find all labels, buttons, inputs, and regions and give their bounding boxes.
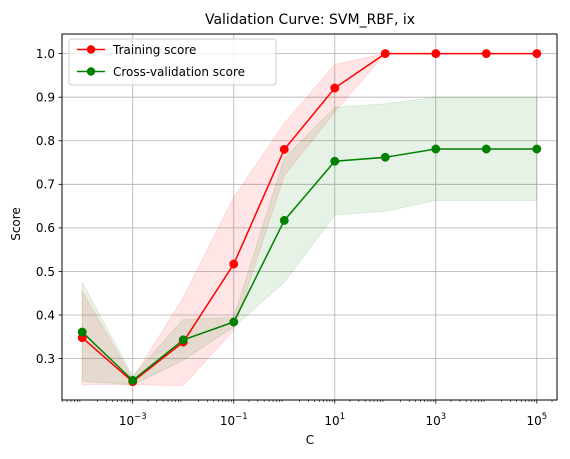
x-tick-label: 10−1 [220, 412, 248, 428]
series-point-1 [128, 375, 138, 385]
plot-frame [61, 33, 558, 401]
series-point-1 [279, 216, 289, 225]
x-axis-ticks: 10−3 10−1 101 103 105 [61, 400, 553, 428]
legend-marker-0 [86, 45, 96, 54]
y-tick-label: 0.7 [36, 178, 55, 192]
y-tick-label: 0.3 [36, 352, 55, 366]
x-tick-label-exponent: 1 [340, 412, 345, 422]
y-tick-label: 0.8 [36, 134, 55, 148]
series-line-1 [81, 148, 537, 382]
series-point-0 [279, 145, 289, 154]
series-point-0 [431, 49, 441, 59]
x-tick-label-base: 10 [119, 414, 134, 428]
x-tick-label-exponent: −1 [235, 412, 248, 422]
legend-box [68, 38, 277, 86]
y-tick-label: 0.9 [36, 90, 55, 104]
series-point-1 [77, 327, 87, 337]
series-line-0 [81, 52, 537, 383]
series-point-1 [481, 144, 491, 154]
series-point-1 [532, 144, 542, 154]
y-axis-label: Score [9, 207, 23, 241]
x-tick-label-base: 10 [526, 414, 541, 428]
x-tick-label-exponent: −3 [134, 412, 147, 422]
legend-label-0: Training score [112, 43, 196, 57]
series-point-0 [481, 49, 491, 59]
y-tick-label: 1.0 [36, 47, 55, 61]
chart-title: Validation Curve: SVM_RBF, ix [205, 12, 415, 28]
x-tick-label: 105 [526, 412, 547, 428]
legend-marker-1 [86, 67, 96, 76]
series-point-1 [330, 156, 340, 166]
y-tick-label: 0.5 [36, 265, 55, 279]
x-tick-label-exponent: 5 [542, 412, 547, 422]
series-point-1 [229, 317, 239, 327]
x-tick-label-exponent: 3 [441, 412, 446, 422]
legend: Training score Cross-validation score [68, 38, 277, 86]
series-point-0 [229, 259, 239, 269]
series-point-1 [380, 152, 390, 162]
series-point-0 [380, 49, 390, 59]
x-tick-label-base: 10 [220, 414, 235, 428]
series-band-1 [81, 96, 538, 386]
series-point-1 [431, 144, 441, 154]
x-tick-label-base: 10 [425, 414, 440, 428]
series-point-1 [178, 335, 188, 345]
series-point-0 [330, 83, 340, 93]
y-tick-label: 0.6 [36, 221, 55, 235]
series-lines [81, 52, 537, 383]
y-axis-ticks: 0.3 0.4 0.5 0.6 0.7 0.8 0.9 1.0 [36, 47, 62, 366]
series-point-0 [532, 49, 542, 59]
x-tick-label: 101 [324, 412, 345, 428]
grid-lines [62, 34, 557, 400]
x-axis-label: C [306, 433, 314, 447]
x-tick-label: 10−3 [119, 412, 147, 428]
legend-label-1: Cross-validation score [113, 65, 245, 79]
y-tick-label: 0.4 [36, 308, 55, 322]
x-tick-label-base: 10 [324, 414, 339, 428]
x-tick-label: 103 [425, 412, 446, 428]
series-points [77, 49, 542, 387]
